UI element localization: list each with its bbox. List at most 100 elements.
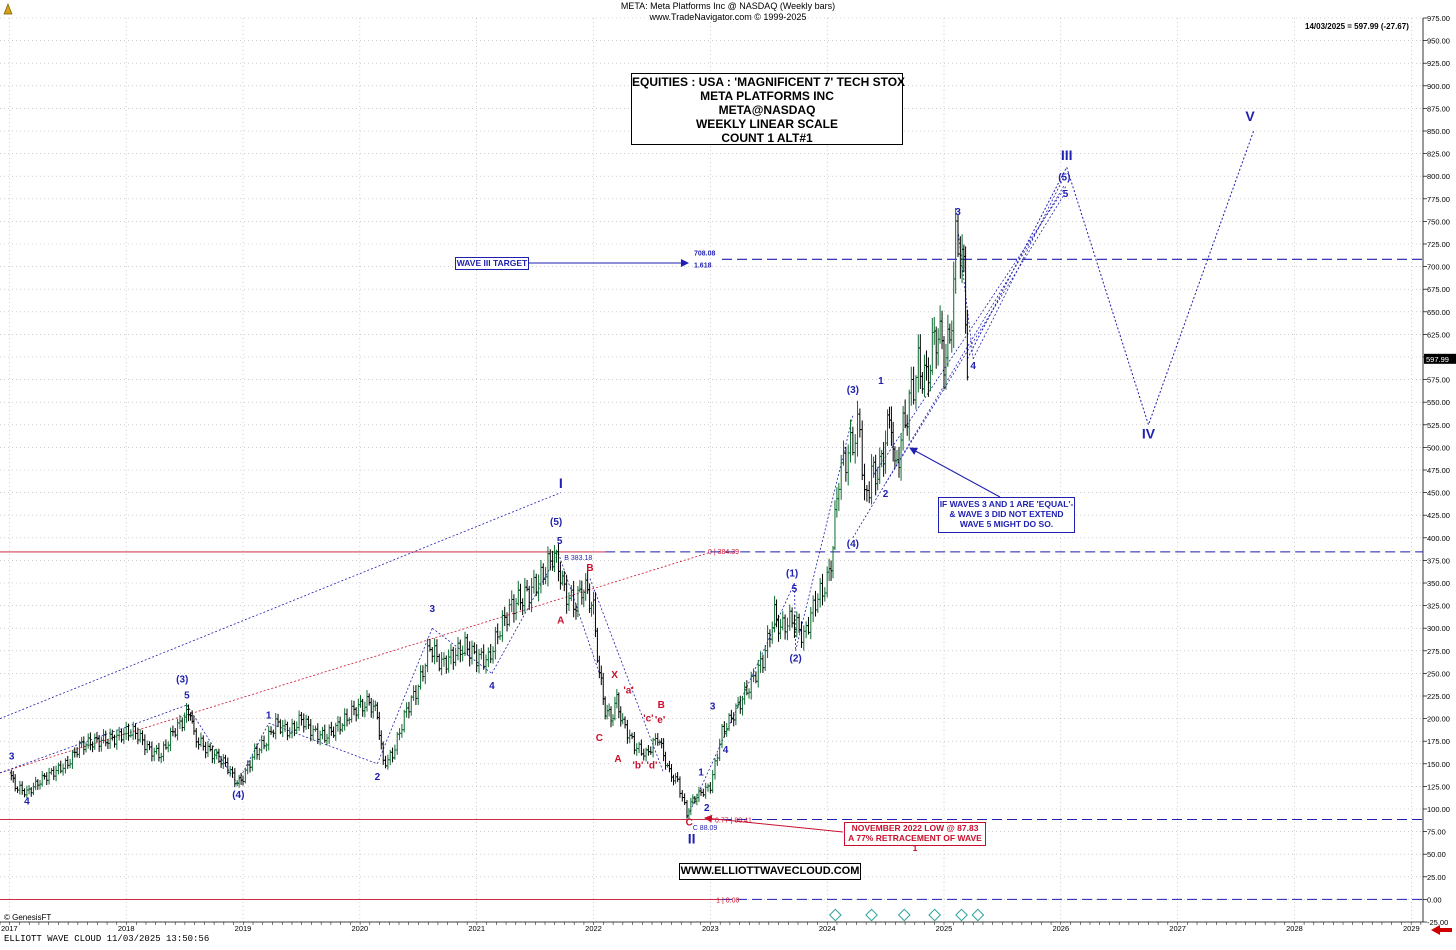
wave-label: (2) — [790, 654, 802, 665]
note-arrow — [909, 447, 1001, 498]
current-price-tag — [1424, 353, 1456, 364]
y-tick-label: 625.00 — [1427, 330, 1450, 339]
footer-timestamp: ELLIOTT WAVE CLOUD 11/03/2025 13:50:56 — [4, 934, 210, 944]
wave-label: 4 — [489, 681, 495, 692]
wave-line — [268, 722, 378, 765]
wave-line — [558, 553, 600, 674]
wave-label: 5 — [1063, 189, 1069, 200]
chart-subtitle: www.TradeNavigator.com © 1999-2025 — [649, 12, 807, 22]
y-tick-label: 550.00 — [1427, 398, 1450, 407]
low-arrow — [704, 814, 844, 833]
fib-label: 1 | 0.00 — [716, 897, 739, 904]
nov-low-note: NOVEMBER 2022 LOW @ 87.83 A 77% RETRACEM… — [844, 822, 986, 853]
y-tick-label: 25.00 — [1427, 873, 1446, 882]
info-line: WEEKLY LINEAR SCALE — [695, 117, 839, 131]
x-tick-label: 2026 — [1052, 924, 1069, 933]
x-tick-label: 2028 — [1286, 924, 1303, 933]
wave-line — [0, 551, 711, 774]
y-tick-label: 350.00 — [1427, 579, 1450, 588]
wave-label: V — [1245, 108, 1255, 124]
wave-label: II — [688, 830, 696, 846]
wave-label: (4) — [847, 539, 859, 550]
y-tick-label: 525.00 — [1427, 421, 1450, 430]
wave-line — [794, 582, 797, 651]
event-icon — [971, 908, 985, 922]
wave-line — [852, 185, 1065, 539]
wave-label: 'a' — [623, 685, 633, 696]
info-box: EQUITIES : USA : 'MAGNIFICENT 7' TECH ST… — [631, 73, 905, 145]
y-tick-label: 850.00 — [1427, 127, 1450, 136]
y-tick-label: 50.00 — [1427, 850, 1446, 859]
wave-label: III — [1061, 147, 1073, 163]
wave-line — [0, 492, 561, 719]
y-tick-label: 225.00 — [1427, 692, 1450, 701]
x-tick-label: 2027 — [1169, 924, 1186, 933]
wave-label: (3) — [847, 385, 859, 396]
y-tick-label: 650.00 — [1427, 308, 1450, 317]
wave-label: (4) — [232, 790, 244, 801]
x-tick-label: 2029 — [1403, 924, 1420, 933]
wave-line — [873, 185, 1067, 475]
y-tick-label: 500.00 — [1427, 443, 1450, 452]
y-tick-label: 675.00 — [1427, 285, 1450, 294]
y-tick-label: 275.00 — [1427, 647, 1450, 656]
event-icon — [865, 908, 878, 922]
chart-title: META: Meta Platforms Inc @ NASDAQ (Weekl… — [620, 1, 836, 11]
low-label: C 88.09 — [693, 825, 718, 832]
y-tick-label: 150.00 — [1427, 760, 1450, 769]
y-tick-label: 200.00 — [1427, 715, 1450, 724]
wave-label: 2 — [883, 489, 889, 500]
wave-label: 4 — [970, 361, 976, 372]
info-line: META PLATFORMS INC — [700, 89, 834, 103]
wave-label: B — [658, 700, 665, 711]
y-tick-label: 325.00 — [1427, 602, 1450, 611]
if-waves-note: IF WAVES 3 AND 1 ARE 'EQUAL'- & WAVE 3 D… — [938, 497, 1075, 533]
x-tick-label: 2021 — [468, 924, 485, 933]
wave-label: A — [557, 616, 564, 627]
wave-label: 2 — [704, 803, 710, 814]
y-tick-label: 950.00 — [1427, 37, 1450, 46]
current-price-text: 597.99 — [1426, 355, 1449, 364]
wave-label: 4 — [24, 796, 30, 807]
note-line: IF WAVES 3 AND 1 ARE 'EQUAL'- — [939, 499, 1074, 509]
y-tick-label: 475.00 — [1427, 466, 1450, 475]
wave-label: I — [559, 475, 563, 491]
scroll-arrow-icon — [1431, 925, 1452, 935]
wave-line — [491, 552, 559, 674]
wave-label: (5) — [550, 517, 562, 528]
y-tick-label: 75.00 — [1427, 828, 1446, 837]
wave-label: (5) — [1058, 173, 1070, 184]
genesis-label: © GenesisFT — [4, 913, 52, 922]
y-tick-label: 700.00 — [1427, 263, 1450, 272]
y-tick-label: 175.00 — [1427, 737, 1450, 746]
y-tick-label: 400.00 — [1427, 534, 1450, 543]
wave-label: IV — [1142, 425, 1156, 441]
wave-line — [186, 704, 238, 784]
wave-label: 2 — [375, 772, 381, 783]
x-tick-label: 2024 — [819, 924, 836, 933]
note-line: NOVEMBER 2022 LOW @ 87.83 — [851, 823, 979, 833]
event-icon — [955, 908, 968, 922]
note-line: WAVE 5 MIGHT DO SO. — [959, 519, 1054, 529]
wave-label: 3 — [955, 207, 961, 218]
wave-label: 'd' — [646, 760, 657, 771]
x-tick-label: 2018 — [118, 924, 135, 933]
info-line: META@NASDAQ — [718, 103, 816, 117]
y-tick-label: 900.00 — [1427, 82, 1450, 91]
brand-label: WWW.ELLIOTTWAVECLOUD.COM — [679, 863, 861, 880]
wave-label: B — [586, 563, 593, 574]
wave-line — [589, 578, 664, 773]
wave-label: 5 — [792, 584, 798, 595]
fib-label: 0 | 384.39 — [708, 549, 739, 556]
projection-path — [966, 130, 1255, 427]
wave-label: 4 — [723, 745, 729, 756]
y-tick-label: 775.00 — [1427, 195, 1450, 204]
wave-label: 5 — [184, 691, 190, 702]
wave-label: 'b' — [632, 760, 643, 771]
wave-label: A — [614, 754, 621, 765]
high-label: B 383.18 — [564, 555, 592, 562]
wave-label: 'c' — [643, 713, 653, 724]
y-tick-label: 375.00 — [1427, 556, 1450, 565]
